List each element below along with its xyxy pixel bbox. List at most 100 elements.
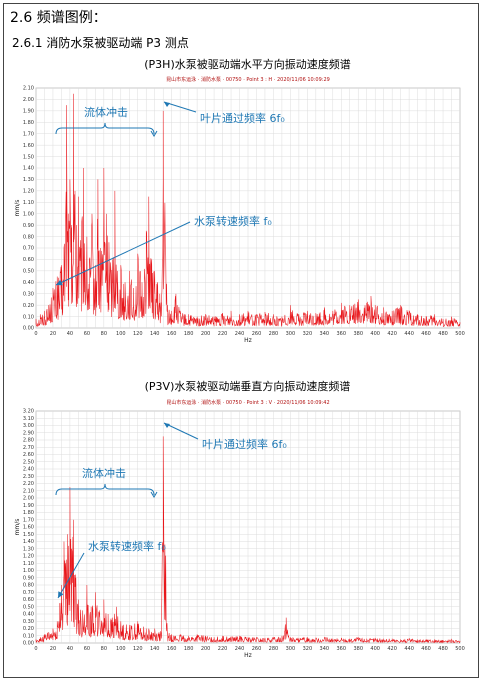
speed-arrowhead-icon (58, 591, 64, 598)
x-tick-label: 400 (370, 646, 380, 652)
x-tick-label: 140 (150, 646, 160, 652)
y-tick-label: 1.60 (23, 143, 34, 149)
y-tick-label: 0.10 (23, 314, 34, 320)
y-tick-label: 2.00 (23, 97, 34, 103)
pump-speed-frequency-label: 水泵转速频率 f₀ (194, 214, 272, 228)
x-tick-label: 280 (269, 646, 279, 652)
y-tick-label: 0.70 (23, 246, 34, 252)
x-tick-label: 480 (438, 331, 448, 337)
y-tick-label: 2.70 (23, 445, 34, 451)
y-axis-label: mm/s (14, 200, 21, 217)
x-tick-label: 240 (235, 331, 245, 337)
y-tick-label: 2.80 (23, 438, 34, 444)
blade-arrow-line (163, 422, 199, 440)
x-tick-label: 400 (370, 331, 380, 337)
flow-impact-brace (55, 483, 155, 496)
x-tick-label: 160 (167, 646, 177, 652)
x-tick-label: 420 (387, 646, 397, 652)
y-tick-label: 1.80 (23, 120, 34, 126)
x-tick-label: 200 (201, 331, 211, 337)
y-tick-label: 1.80 (23, 510, 34, 516)
section-title: 2.6 频谱图例： (10, 10, 107, 26)
y-tick-label: 1.10 (23, 200, 34, 206)
blade-pass-frequency-label: 叶片通过频率 6f₀ (202, 437, 287, 451)
y-axis-label: mm/s (14, 519, 21, 536)
x-tick-label: 200 (201, 646, 211, 652)
x-tick-label: 420 (387, 331, 397, 337)
y-tick-label: 0.00 (23, 326, 34, 332)
x-tick-label: 0 (34, 331, 37, 337)
y-tick-label: 3.00 (23, 423, 34, 429)
chart-1-title: (P3H)水泵被驱动端水平方向振动速度频谱 (144, 58, 351, 71)
y-tick-label: 2.10 (23, 86, 34, 92)
x-axis-label: Hz (244, 652, 252, 659)
y-tick-label: 0.90 (23, 223, 34, 229)
x-tick-label: 120 (133, 331, 143, 337)
x-tick-label: 180 (184, 331, 194, 337)
x-tick-label: 80 (101, 331, 107, 337)
y-tick-label: 1.90 (23, 503, 34, 509)
blade-arrowhead-icon (164, 102, 170, 107)
y-tick-label: 0.60 (23, 257, 34, 263)
y-tick-label: 3.10 (23, 416, 34, 422)
x-tick-label: 380 (353, 646, 363, 652)
y-tick-label: 0.30 (23, 619, 34, 625)
y-tick-label: 1.00 (23, 568, 34, 574)
speed-arrow-line (57, 552, 85, 599)
y-tick-label: 1.40 (23, 166, 34, 172)
x-tick-label: 320 (303, 331, 313, 337)
y-tick-label: 0.60 (23, 597, 34, 603)
x-tick-label: 20 (50, 646, 56, 652)
y-tick-label: 1.60 (23, 525, 34, 531)
y-tick-label: 0.80 (23, 234, 34, 240)
flow-impact-brace (55, 122, 155, 135)
spectrum-chart-horizontal: 昆山市东运泳 · 消防水泵 · 00750 · Point 3 : H · 20… (14, 76, 465, 344)
x-tick-label: 120 (133, 646, 143, 652)
flow-impact-label: 流体冲击 (84, 105, 128, 119)
y-tick-label: 1.40 (23, 539, 34, 545)
y-tick-label: 0.50 (23, 604, 34, 610)
speed-arrow-line (55, 221, 191, 286)
y-tick-label: 2.90 (23, 430, 34, 436)
spectrum-line (35, 93, 461, 327)
x-tick-label: 500 (455, 646, 465, 652)
y-tick-label: 0.90 (23, 575, 34, 581)
x-tick-label: 100 (116, 646, 126, 652)
y-tick-label: 1.70 (23, 131, 34, 137)
pump-speed-frequency-label: 水泵转速频率 f₀ (88, 539, 166, 553)
x-tick-label: 440 (404, 331, 414, 337)
x-tick-label: 260 (252, 646, 262, 652)
x-tick-label: 220 (218, 646, 228, 652)
y-tick-label: 1.00 (23, 211, 34, 217)
subsection-title: 2.6.1 消防水泵被驱动端 P3 测点 (12, 36, 189, 50)
y-tick-label: 2.20 (23, 481, 34, 487)
y-tick-label: 0.40 (23, 280, 34, 286)
y-tick-label: 2.00 (23, 496, 34, 502)
x-tick-label: 380 (353, 331, 363, 337)
y-tick-label: 0.20 (23, 626, 34, 632)
x-tick-label: 20 (50, 331, 56, 337)
x-tick-label: 300 (286, 331, 296, 337)
x-tick-label: 40 (67, 331, 73, 337)
x-tick-label: 60 (84, 646, 90, 652)
brace-arrow-icon (150, 491, 158, 498)
x-tick-label: 500 (455, 331, 465, 337)
y-tick-label: 0.50 (23, 269, 34, 275)
y-tick-label: 0.10 (23, 633, 34, 639)
x-tick-label: 460 (421, 331, 431, 337)
y-tick-label: 2.60 (23, 452, 34, 458)
x-tick-label: 360 (337, 331, 347, 337)
blade-arrowhead-icon (164, 423, 170, 428)
x-tick-label: 260 (252, 331, 262, 337)
x-tick-label: 0 (34, 646, 37, 652)
brace-arrow-icon (150, 130, 158, 137)
x-axis-label: Hz (244, 337, 252, 344)
chart-header: 昆山市东运泳 · 消防水泵 · 00750 · Point 3 : H · 20… (166, 76, 330, 83)
x-tick-label: 100 (116, 331, 126, 337)
x-tick-label: 80 (101, 646, 107, 652)
x-tick-label: 40 (67, 646, 73, 652)
y-tick-label: 1.70 (23, 517, 34, 523)
x-tick-label: 340 (320, 646, 330, 652)
x-tick-label: 60 (84, 331, 90, 337)
